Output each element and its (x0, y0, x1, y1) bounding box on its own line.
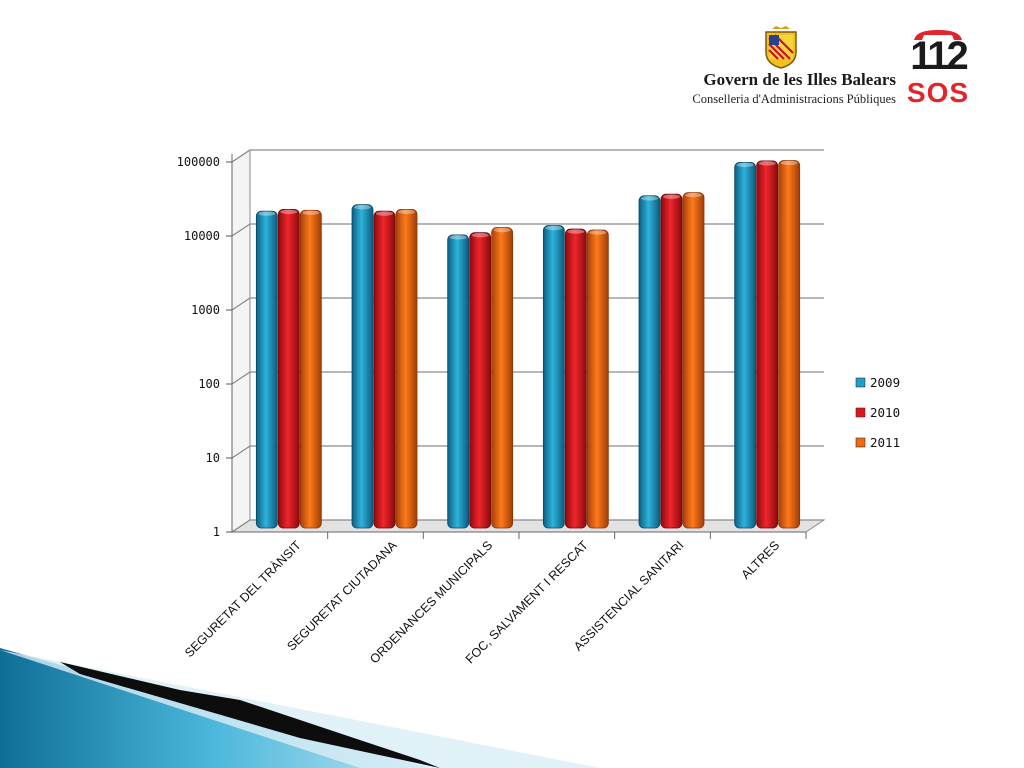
bar-2011 (395, 208, 418, 529)
bar-highlight (471, 232, 489, 238)
legend-label: 2011 (870, 435, 900, 450)
y-tick-label: 1000 (191, 303, 220, 317)
bar-2010 (277, 208, 300, 529)
bar-highlight (398, 209, 415, 215)
bar-2011 (778, 160, 801, 529)
bar-2010 (660, 193, 683, 529)
logo-text: SOS (906, 77, 970, 108)
gridline (231, 223, 251, 237)
chart-bars (255, 160, 801, 529)
bar-highlight (685, 192, 702, 198)
logo-number: 112 (910, 34, 969, 78)
bar-highlight (449, 235, 467, 240)
bar-2010 (564, 228, 587, 529)
y-tick-label: 100 (198, 377, 220, 391)
bar-highlight (641, 196, 658, 201)
bar-highlight (376, 211, 393, 216)
bar-highlight (258, 211, 276, 216)
bar-highlight (302, 210, 320, 215)
bar-highlight (545, 225, 563, 231)
y-tick-label: 10 (206, 451, 220, 465)
y-tick-label: 1 (213, 525, 220, 539)
bar-highlight (736, 162, 754, 168)
legend-label: 2010 (870, 405, 900, 420)
legend-swatch-2011 (855, 437, 866, 448)
bar-highlight (663, 194, 680, 199)
bar-highlight (567, 229, 585, 234)
bar-2009 (447, 234, 470, 529)
bar-2011 (299, 209, 322, 529)
bar-highlight (758, 161, 776, 166)
bar-highlight (493, 227, 511, 233)
chart-legend: 2009 2010 2011 (855, 375, 900, 450)
bar-2009 (255, 210, 278, 529)
gridline (231, 445, 251, 459)
bar-highlight (780, 160, 798, 166)
gridline (231, 371, 251, 385)
logo-112-sos: 112 SOS (902, 28, 974, 110)
gridline (231, 519, 251, 533)
legend-label: 2009 (870, 375, 900, 390)
phone-icon (914, 30, 962, 40)
org-subtitle: Conselleria d'Administracions Públiques (692, 92, 896, 106)
bar-2011 (586, 229, 609, 529)
bar-2010 (373, 210, 396, 529)
bar-2010 (469, 232, 492, 529)
bar-highlight (589, 230, 607, 235)
bar-highlight (354, 204, 371, 210)
bar-2010 (756, 160, 779, 529)
y-tick-label: 100000 (177, 155, 220, 169)
org-title: Govern de les Illes Balears (703, 70, 896, 89)
legend-swatch-2009 (855, 377, 866, 388)
crest-icon (765, 26, 797, 69)
bar-2009 (542, 225, 565, 529)
bar-2009 (734, 161, 757, 529)
y-tick-label: 10000 (184, 229, 220, 243)
bar-2009 (638, 195, 661, 529)
legend-swatch-2010 (855, 407, 866, 418)
bar-2011 (491, 227, 514, 529)
bar-2011 (682, 192, 705, 529)
gridline (231, 297, 251, 311)
bar-2009 (351, 204, 374, 529)
header: Govern de les Illes Balears Conselleria … (640, 22, 1020, 112)
bar-highlight (280, 209, 298, 215)
gridline (231, 149, 251, 163)
